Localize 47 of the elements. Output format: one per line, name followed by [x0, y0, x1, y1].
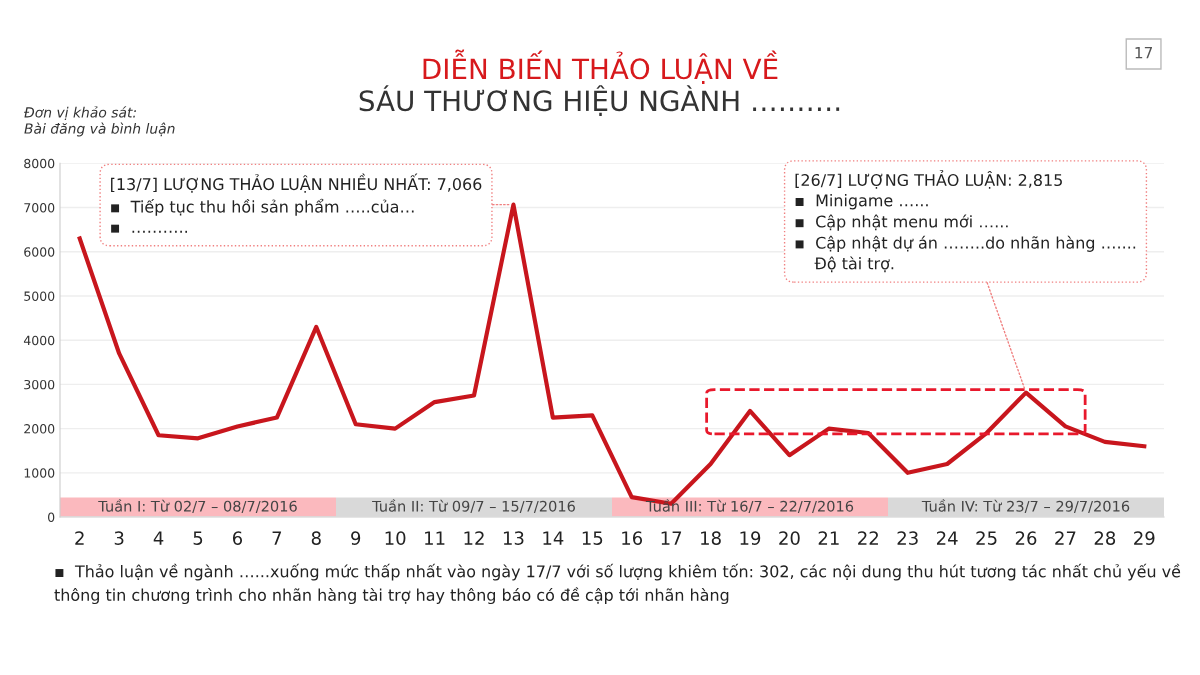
- x-tick-label: 20: [779, 531, 800, 545]
- text: ▪ Thảo luận về ngành …...xuống mức thấp nhất vào ngày 17/7 với số lượng khiêm tốn: 302, các nội dung thu hút tương tác nhất chủ yếu về thông tin chương trình cho nhãn hàng tài trợ hay thông báo có đề cập tới nhãn hàng: [54, 563, 1181, 605]
- y-tick-label: 5000: [24, 291, 55, 301]
- annotation: [13/7] LƯỢNG THẢO LUẬN NHIỀU NHẤT: 7,066 ▪ Tiếp tục thu hồi sản phẩm …..của… ▪ ………..: [111, 173, 482, 233]
- y-tick-label: 4000: [23, 335, 55, 346]
- x-tick-label: 8: [311, 531, 321, 545]
- y-tick-label: 8000: [24, 158, 55, 169]
- x-tick-label: 10: [385, 531, 406, 545]
- chart-subtitle: SÁU THƯƠNG HIỆU NGÀNH ……….: [359, 85, 840, 116]
- x-tick-label: 23: [897, 531, 918, 545]
- x-tick-label: 17: [661, 531, 682, 545]
- x-tick-label: 29: [1134, 531, 1155, 545]
- x-tick-label: 6: [232, 531, 243, 545]
- x-tick-label: 26: [1015, 531, 1037, 545]
- x-tick-label: 3: [114, 531, 124, 545]
- x-tick-label: 5: [193, 531, 203, 545]
- x-tick-label: 16: [622, 531, 643, 545]
- band-label: Tuần I: Từ 02/7 – 08/7/2016: [98, 499, 297, 513]
- x-tick-label: 19: [740, 531, 761, 545]
- y-tick-label: 1000: [24, 468, 55, 478]
- y-tick-label: 6000: [24, 247, 55, 257]
- y-tick-label: 7000: [24, 203, 55, 213]
- x-tick-label: 4: [153, 531, 164, 545]
- y-tick-label: 2000: [24, 424, 55, 434]
- x-tick-label: 9: [351, 531, 361, 545]
- y-tick-label: 3000: [24, 379, 55, 390]
- x-tick-label: 2: [75, 531, 84, 545]
- band-label: Tuần IV: Từ 23/7 – 29/7/2016: [921, 499, 1130, 513]
- x-tick-label: 22: [858, 531, 878, 545]
- x-tick-label: 7: [272, 531, 282, 545]
- chart-title: DIỄN BIẾN THẢO LUẬN VỀ: [423, 49, 778, 85]
- x-tick-label: 15: [582, 531, 603, 545]
- y-axis-title: Đơn vị khảo sát: Bài đăng và bình luận: [24, 106, 175, 137]
- y-tick-label: 0: [48, 512, 55, 522]
- annotation: [26/7] LƯỢNG THẢO LUẬN: 2,815 ▪ Minigame …... ▪ Cập nhật menu mới …... ▪ Cập nhật dự án ……..do nhãn hàng ….... Độ tài trợ.: [795, 170, 1136, 273]
- x-tick-label: 24: [936, 531, 958, 545]
- x-tick-label: 12: [464, 531, 484, 545]
- x-tick-label: 18: [701, 531, 721, 545]
- x-tick-label: 28: [1094, 531, 1116, 545]
- x-tick-label: 25: [976, 531, 997, 545]
- band-label: Tuần II: Từ 09/7 – 15/7/2016: [372, 499, 575, 513]
- text: 17: [1135, 47, 1153, 59]
- x-tick-label: 21: [818, 531, 839, 545]
- x-tick-label: 14: [543, 531, 564, 545]
- x-tick-label: 11: [425, 531, 445, 545]
- x-tick-label: 13: [503, 531, 524, 545]
- x-tick-label: 27: [1055, 531, 1076, 545]
